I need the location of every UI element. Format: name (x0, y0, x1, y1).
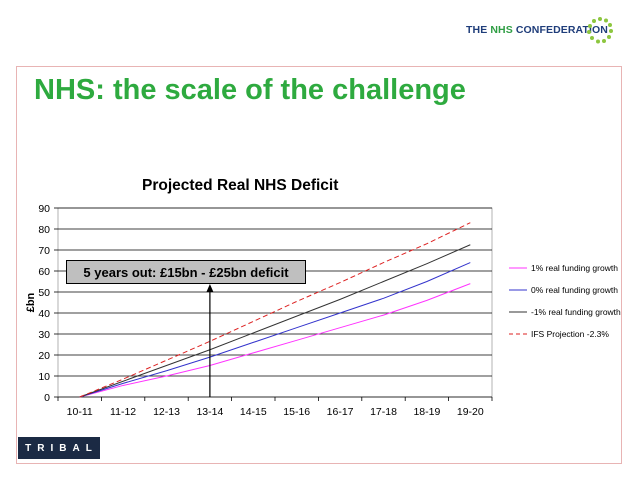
x-tick-label: 15-16 (283, 406, 310, 418)
chart-title: Projected Real NHS Deficit (142, 177, 339, 194)
nhs-confederation-logo: THE NHS CONFEDERATION (466, 24, 608, 36)
annotation-arrow-head (206, 284, 214, 292)
y-tick-label: 10 (38, 371, 50, 383)
logo-dot-ring-icon (587, 17, 613, 44)
x-tick-label: 11-12 (110, 406, 136, 418)
slide-title: NHS: the scale of the challenge (34, 74, 466, 106)
slide-frame (16, 66, 622, 464)
y-tick-label: 70 (38, 245, 50, 257)
logo-nhs: NHS (490, 24, 513, 36)
x-tick-label: 12-13 (153, 406, 180, 418)
series-line-3 (79, 222, 471, 398)
legend-label-3: IFS Projection -2.3% (531, 329, 609, 339)
x-tick-label: 14-15 (240, 406, 267, 418)
x-tick-label: 13-14 (196, 406, 223, 418)
plot-area (57, 207, 493, 398)
legend-label-0: 1% real funding growth (531, 263, 618, 273)
x-tick-label: 18-19 (413, 406, 440, 418)
tribal-logo: TRIBAL (18, 437, 100, 459)
y-axis-label: £bn (25, 292, 37, 312)
legend-label-2: -1% real funding growth (531, 307, 621, 317)
y-tick-label: 90 (38, 203, 50, 215)
x-tick-label: 19-20 (457, 406, 484, 418)
logo-prefix: THE (466, 24, 491, 36)
y-tick-label: 0 (44, 392, 50, 404)
y-tick-label: 20 (38, 350, 50, 362)
logo-suffix: CONFEDERATION (512, 24, 608, 36)
y-tick-label: 30 (38, 329, 50, 341)
x-tick-label: 17-18 (370, 406, 397, 418)
x-tick-label: 10-11 (67, 406, 93, 418)
y-tick-label: 40 (38, 308, 50, 320)
deficit-callout: 5 years out: £15bn - £25bn deficit (66, 260, 306, 284)
legend-label-1: 0% real funding growth (531, 285, 618, 295)
y-tick-label: 50 (38, 287, 50, 299)
x-tick-label: 16-17 (327, 406, 354, 418)
series-line-2 (79, 244, 471, 398)
y-tick-label: 80 (38, 224, 50, 236)
series-line-0 (79, 283, 471, 398)
y-tick-label: 60 (38, 266, 50, 278)
series-line-1 (79, 262, 471, 398)
